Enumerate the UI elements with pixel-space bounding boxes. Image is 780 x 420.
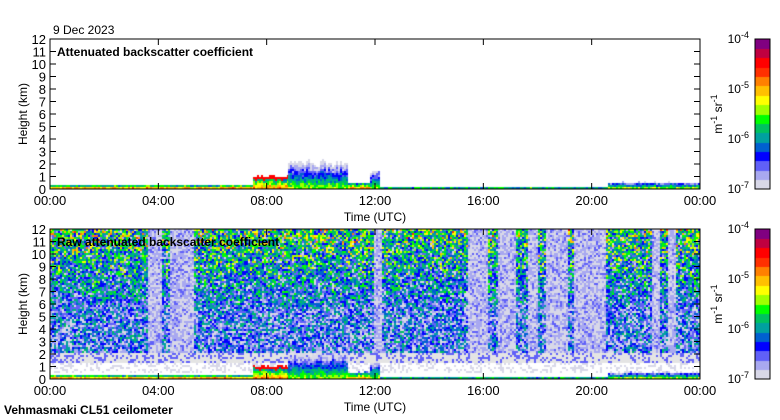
y-tick-label: 0 [39,372,46,387]
y-tick-label: 3 [39,335,46,350]
x-tick-label: 00:00 [684,383,717,398]
y-tick-label: 6 [39,107,46,122]
x-tick-label: 16:00 [467,383,500,398]
plot-frame-2 [49,228,701,380]
x-tick-label: 08:00 [250,383,283,398]
y-tick-label: 5 [39,310,46,325]
colorbar-frame [754,228,771,380]
y-tick-label: 9 [39,260,46,275]
panel2-xlabel: Time (UTC) [344,400,406,414]
x-tick-label: 00:00 [684,193,717,208]
colorbar-tick-label: 10-6 [728,130,749,146]
x-tick-label: 00:00 [34,383,67,398]
y-tick-label: 7 [39,285,46,300]
station-label: Vehmasmaki CL51 ceilometer [4,403,173,417]
y-tick-label: 4 [39,322,46,337]
y-tick-label: 8 [39,82,46,97]
y-tick-label: 7 [39,95,46,110]
colorbar-frame [754,38,771,190]
y-tick-label: 3 [39,145,46,160]
x-tick-label: 08:00 [250,193,283,208]
colorbar-tick-label: 10-5 [728,80,749,96]
raw-backscatter-image [50,229,700,379]
y-tick-label: 5 [39,120,46,135]
y-tick-label: 6 [39,297,46,312]
y-tick-label: 2 [39,347,46,362]
date-label: 9 Dec 2023 [53,23,115,37]
y-tick-label: 10 [32,247,46,262]
backscatter-image [50,39,700,189]
colorbar-tick-label: 10-7 [728,180,749,196]
colorbar-tick-label: 10-5 [728,270,749,286]
y-tick-label: 12 [32,222,46,237]
x-tick-label: 20:00 [575,193,608,208]
y-tick-label: 1 [39,360,46,375]
y-tick-label: 0 [39,182,46,197]
colorbar-top [755,39,770,189]
panel2-title: Raw attenuated backscatter coefficient [57,235,279,249]
y-tick-label: 8 [39,272,46,287]
y-tick-label: 9 [39,70,46,85]
colorbar-unit-label: m-1 sr-1 [709,284,725,323]
colorbar-unit-label: m-1 sr-1 [709,94,725,133]
panel1-title: Attenuated backscatter coefficient [57,45,253,59]
plot-frame-1 [49,38,701,190]
y-tick-label: 1 [39,170,46,185]
x-tick-label: 16:00 [467,193,500,208]
panel1-ylabel: Height (km) [16,83,30,145]
y-tick-label: 11 [33,235,47,250]
y-tick-label: 12 [32,32,46,47]
colorbar-tick-label: 10-7 [728,370,749,386]
x-tick-label: 20:00 [575,383,608,398]
y-tick-label: 2 [39,157,46,172]
y-tick-label: 4 [39,132,46,147]
y-tick-label: 10 [32,57,46,72]
y-tick-label: 11 [33,45,47,60]
colorbar-tick-label: 10-4 [728,220,749,236]
x-tick-label: 04:00 [142,193,175,208]
x-tick-label: 04:00 [142,383,175,398]
panel1-xlabel: Time (UTC) [344,210,406,224]
panel2-ylabel: Height (km) [16,273,30,335]
x-tick-label: 12:00 [359,193,392,208]
colorbar-tick-label: 10-4 [728,30,749,46]
colorbar-tick-label: 10-6 [728,320,749,336]
colorbar-bottom [755,229,770,379]
x-tick-label: 12:00 [359,383,392,398]
x-tick-label: 00:00 [34,193,67,208]
